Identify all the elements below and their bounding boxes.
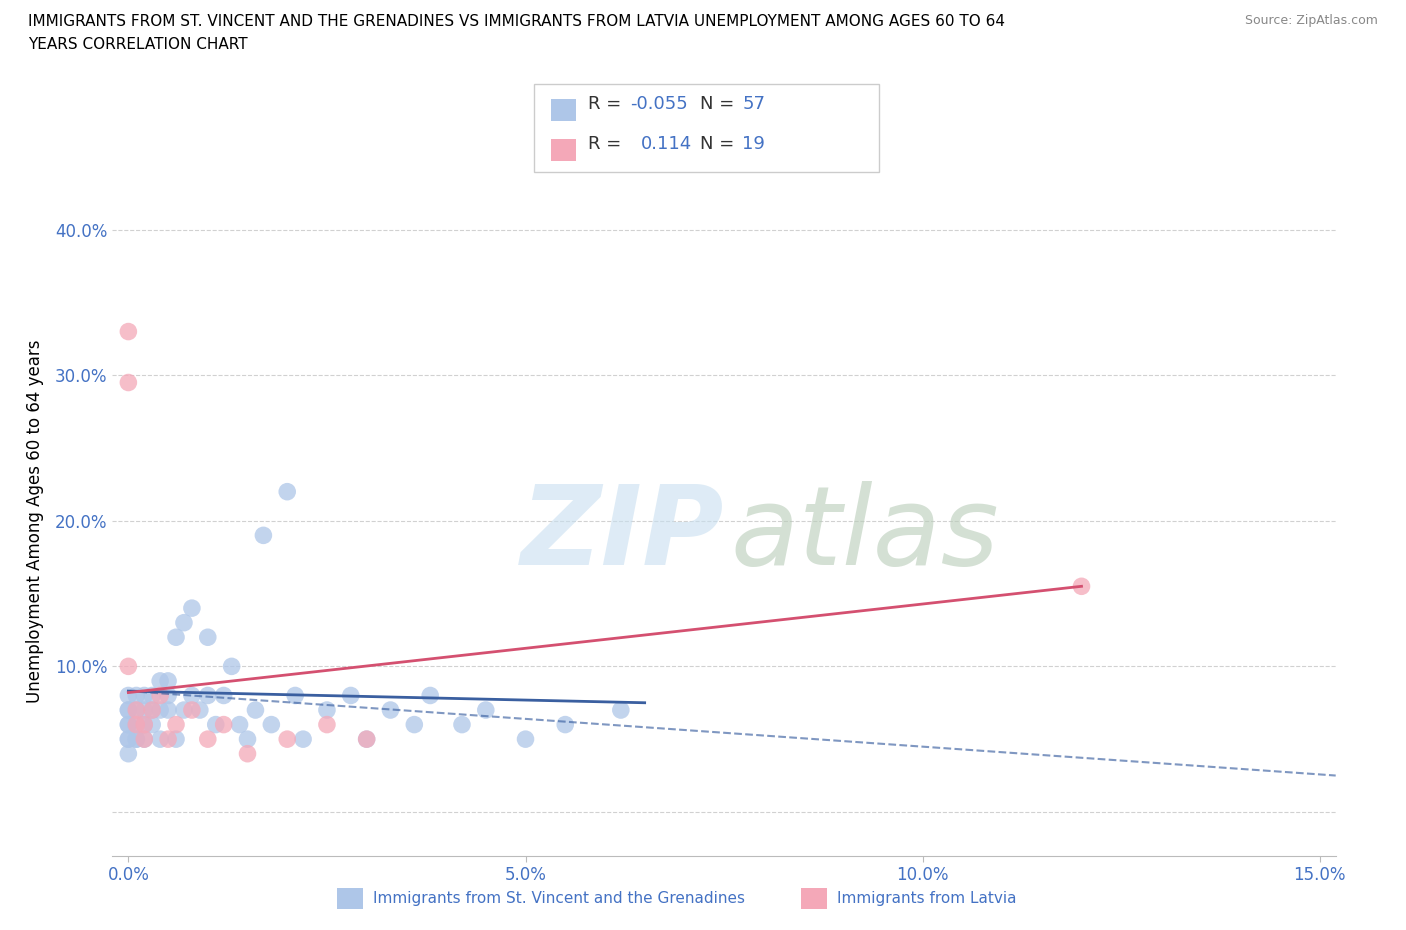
Point <box>212 717 235 732</box>
Point <box>141 717 163 732</box>
Point <box>165 717 187 732</box>
Text: IMMIGRANTS FROM ST. VINCENT AND THE GRENADINES VS IMMIGRANTS FROM LATVIA UNEMPLO: IMMIGRANTS FROM ST. VINCENT AND THE GREN… <box>28 14 1005 29</box>
Point <box>149 673 172 688</box>
Point <box>149 732 172 747</box>
Point <box>125 732 148 747</box>
Text: -0.055: -0.055 <box>630 95 688 113</box>
Point <box>180 601 202 616</box>
Point <box>141 702 163 717</box>
Text: R =: R = <box>588 135 627 153</box>
Point <box>475 702 498 717</box>
Point <box>117 659 139 674</box>
Point <box>221 659 243 674</box>
Point <box>141 702 163 717</box>
Point <box>451 717 474 732</box>
Point <box>554 717 576 732</box>
Point <box>125 702 148 717</box>
Text: ZIP: ZIP <box>520 481 724 588</box>
Text: 57: 57 <box>742 95 765 113</box>
Point <box>134 717 156 732</box>
Point <box>316 702 339 717</box>
Text: R =: R = <box>588 95 627 113</box>
Point <box>157 688 180 703</box>
Point <box>197 732 219 747</box>
Text: N =: N = <box>700 95 740 113</box>
Point <box>134 688 156 703</box>
Point <box>117 717 139 732</box>
Point <box>117 702 139 717</box>
Point <box>134 732 156 747</box>
Text: YEARS CORRELATION CHART: YEARS CORRELATION CHART <box>28 37 247 52</box>
Point <box>197 688 219 703</box>
Text: Source: ZipAtlas.com: Source: ZipAtlas.com <box>1244 14 1378 27</box>
Point <box>134 717 156 732</box>
Point <box>252 528 274 543</box>
Point <box>404 717 426 732</box>
Point <box>419 688 441 703</box>
Point <box>610 702 633 717</box>
Point <box>245 702 267 717</box>
Text: Immigrants from Latvia: Immigrants from Latvia <box>837 891 1017 906</box>
Point <box>356 732 378 747</box>
Point <box>292 732 315 747</box>
Point <box>117 375 139 390</box>
Point <box>134 702 156 717</box>
Point <box>117 702 139 717</box>
Point <box>180 702 202 717</box>
Point <box>165 630 187 644</box>
Point <box>157 732 180 747</box>
Text: atlas: atlas <box>730 481 998 588</box>
Point <box>316 717 339 732</box>
Point <box>173 702 195 717</box>
Point <box>134 732 156 747</box>
Point <box>204 717 226 732</box>
Point <box>1070 578 1092 593</box>
Point <box>197 630 219 644</box>
Point <box>117 732 139 747</box>
Point <box>260 717 283 732</box>
Point <box>180 688 202 703</box>
Point <box>236 746 259 761</box>
Text: Immigrants from St. Vincent and the Grenadines: Immigrants from St. Vincent and the Gren… <box>373 891 745 906</box>
Point <box>141 688 163 703</box>
Y-axis label: Unemployment Among Ages 60 to 64 years: Unemployment Among Ages 60 to 64 years <box>25 339 44 702</box>
Point <box>212 688 235 703</box>
Point <box>276 732 298 747</box>
Point <box>276 485 298 499</box>
Point <box>339 688 361 703</box>
Point <box>125 688 148 703</box>
Point <box>236 732 259 747</box>
Point <box>149 688 172 703</box>
Point <box>157 673 180 688</box>
Point <box>125 732 148 747</box>
Point <box>165 732 187 747</box>
Point <box>356 732 378 747</box>
Point <box>117 746 139 761</box>
Point <box>117 717 139 732</box>
Point <box>125 717 148 732</box>
Text: 19: 19 <box>742 135 765 153</box>
Point <box>188 702 211 717</box>
Point <box>117 732 139 747</box>
Text: 0.114: 0.114 <box>641 135 692 153</box>
Point <box>228 717 250 732</box>
Point <box>173 616 195 631</box>
Point <box>117 688 139 703</box>
Point <box>157 702 180 717</box>
Point <box>515 732 537 747</box>
Point <box>284 688 307 703</box>
Point <box>117 325 139 339</box>
Point <box>125 717 148 732</box>
Point <box>149 702 172 717</box>
Point <box>125 702 148 717</box>
Point <box>380 702 402 717</box>
Text: N =: N = <box>700 135 740 153</box>
